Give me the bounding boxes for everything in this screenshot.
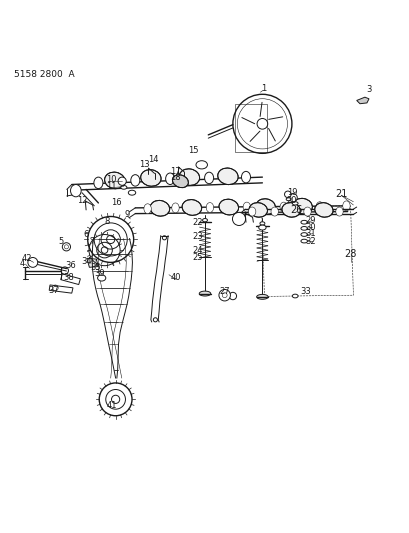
Ellipse shape — [342, 201, 349, 211]
Ellipse shape — [285, 198, 290, 201]
Text: 30: 30 — [305, 223, 315, 232]
Text: 33: 33 — [299, 287, 310, 296]
Ellipse shape — [248, 207, 255, 216]
Ellipse shape — [335, 207, 342, 216]
Text: 26: 26 — [289, 205, 301, 215]
Text: 17: 17 — [170, 167, 180, 176]
Ellipse shape — [128, 190, 135, 195]
Ellipse shape — [196, 161, 207, 169]
Ellipse shape — [292, 201, 297, 205]
Ellipse shape — [314, 203, 332, 217]
Ellipse shape — [300, 239, 307, 243]
Text: 5: 5 — [58, 237, 63, 246]
Ellipse shape — [97, 275, 106, 281]
Ellipse shape — [70, 184, 81, 197]
Text: 13: 13 — [139, 160, 149, 169]
Text: 23: 23 — [192, 232, 202, 241]
Ellipse shape — [258, 225, 265, 230]
Ellipse shape — [165, 173, 174, 184]
Circle shape — [218, 289, 230, 301]
Ellipse shape — [202, 219, 207, 222]
Ellipse shape — [150, 200, 169, 216]
Ellipse shape — [217, 168, 238, 184]
Text: 5158 2800  A: 5158 2800 A — [14, 70, 75, 79]
Ellipse shape — [300, 220, 307, 224]
Text: 42: 42 — [21, 254, 32, 263]
Ellipse shape — [256, 294, 267, 300]
Text: 18: 18 — [170, 173, 180, 182]
Ellipse shape — [300, 227, 307, 230]
Circle shape — [232, 212, 245, 225]
Ellipse shape — [172, 175, 188, 188]
Ellipse shape — [292, 294, 297, 298]
Polygon shape — [356, 97, 368, 104]
Ellipse shape — [182, 199, 201, 215]
Text: 25: 25 — [192, 253, 202, 262]
Ellipse shape — [315, 201, 323, 212]
Ellipse shape — [94, 177, 103, 189]
Ellipse shape — [206, 203, 213, 212]
Text: 24: 24 — [192, 246, 202, 255]
Text: 15: 15 — [188, 147, 198, 156]
Ellipse shape — [259, 222, 264, 225]
Circle shape — [284, 191, 290, 198]
Text: 29: 29 — [305, 216, 315, 225]
Text: 37: 37 — [48, 286, 58, 295]
Circle shape — [28, 257, 38, 268]
Ellipse shape — [281, 203, 299, 217]
Text: 22: 22 — [192, 217, 202, 227]
Text: 40: 40 — [171, 273, 181, 282]
Ellipse shape — [140, 169, 161, 186]
Text: 10: 10 — [106, 175, 117, 184]
Ellipse shape — [300, 233, 307, 236]
Ellipse shape — [279, 202, 287, 212]
Text: 3: 3 — [365, 85, 371, 94]
Ellipse shape — [249, 203, 267, 217]
Text: 28: 28 — [344, 249, 356, 259]
Text: 41: 41 — [106, 401, 117, 409]
Text: 27: 27 — [219, 287, 229, 296]
Ellipse shape — [270, 207, 278, 216]
Ellipse shape — [243, 202, 250, 212]
Ellipse shape — [130, 175, 139, 186]
Text: 36: 36 — [65, 261, 76, 270]
Text: 11: 11 — [106, 182, 117, 191]
Ellipse shape — [104, 172, 125, 189]
Text: 4: 4 — [20, 259, 25, 268]
Ellipse shape — [144, 204, 151, 214]
Ellipse shape — [199, 291, 210, 296]
Circle shape — [118, 177, 126, 185]
Ellipse shape — [255, 199, 275, 214]
Ellipse shape — [303, 207, 310, 216]
Text: 9: 9 — [124, 209, 129, 219]
Ellipse shape — [171, 203, 179, 213]
Text: 38: 38 — [63, 273, 74, 282]
Text: 16: 16 — [111, 198, 122, 207]
Text: 35: 35 — [90, 263, 100, 272]
Text: 21: 21 — [334, 189, 346, 198]
Text: 20: 20 — [286, 196, 297, 205]
Text: 34: 34 — [81, 257, 92, 266]
Circle shape — [288, 193, 297, 201]
Text: 1: 1 — [260, 84, 265, 93]
Ellipse shape — [218, 199, 238, 215]
Text: 39: 39 — [94, 269, 104, 278]
Ellipse shape — [179, 169, 199, 185]
Text: 12: 12 — [77, 196, 88, 205]
Text: 7: 7 — [89, 237, 95, 246]
Text: 19: 19 — [286, 188, 297, 197]
Ellipse shape — [120, 185, 127, 189]
Ellipse shape — [204, 172, 213, 184]
Text: 32: 32 — [305, 237, 315, 246]
Polygon shape — [87, 259, 98, 268]
Text: 14: 14 — [148, 155, 158, 164]
Ellipse shape — [241, 172, 250, 183]
Text: 8: 8 — [104, 217, 110, 226]
Ellipse shape — [292, 198, 312, 214]
Text: 31: 31 — [305, 229, 315, 238]
Ellipse shape — [177, 183, 183, 188]
Text: 6: 6 — [83, 230, 89, 239]
